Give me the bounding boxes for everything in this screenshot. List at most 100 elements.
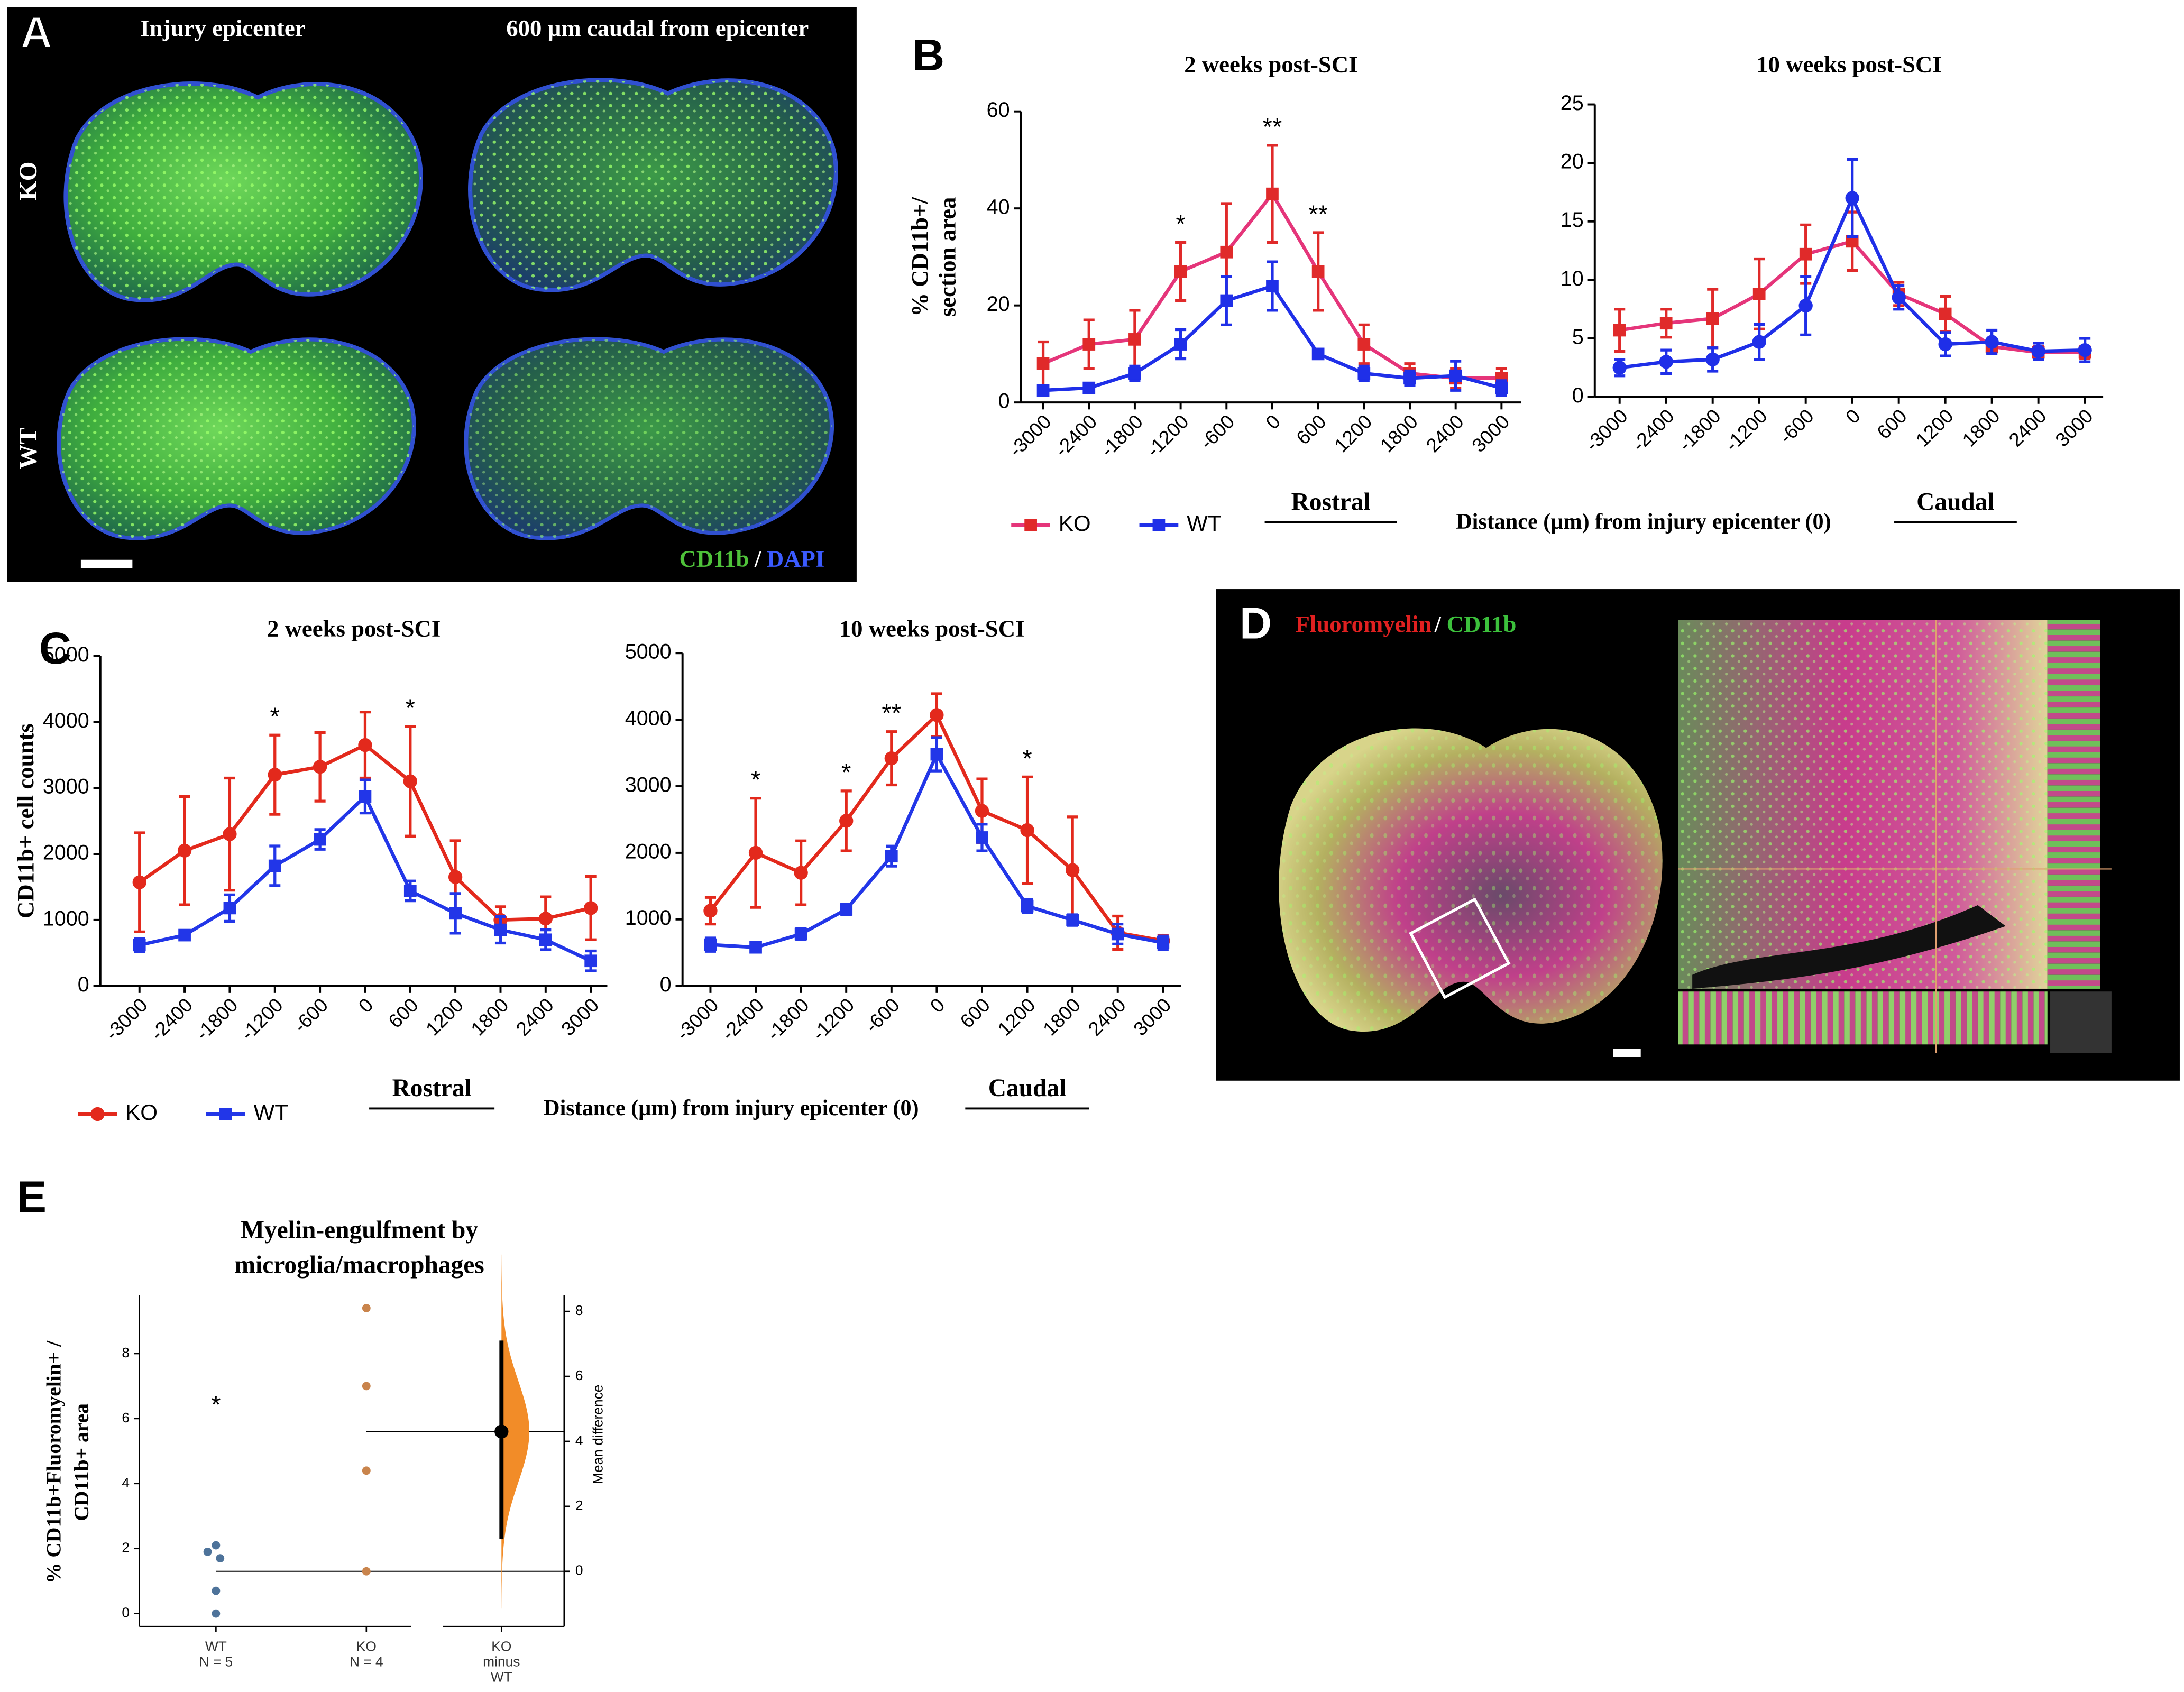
mean-difference (494, 1424, 509, 1439)
marker (1357, 338, 1371, 351)
y-tick-label: 40 (987, 196, 1010, 219)
marker (885, 850, 898, 863)
marker (2031, 344, 2045, 358)
marker (839, 814, 854, 828)
panel-letter: B (912, 30, 944, 80)
marker (448, 870, 463, 884)
y-tick-label: 20 (1561, 150, 1584, 173)
y-tick-label: 5 (1572, 325, 1584, 348)
chart-title: microglia/macrophages (235, 1252, 484, 1279)
y-tick-label: 8 (122, 1345, 130, 1360)
x-tick-label: -1200 (1721, 405, 1772, 456)
x-tick-label: 600 (956, 994, 994, 1032)
x-axis-label: Distance (µm) from injury epicenter (0) (1456, 509, 1831, 534)
panel-letter: E (17, 1172, 47, 1222)
y-tick-label: 2000 (43, 841, 89, 864)
x-tick-label: 600 (1292, 410, 1330, 448)
y-tick-label: 60 (987, 98, 1010, 122)
marker (449, 907, 462, 920)
side-projection (2047, 620, 2100, 989)
marker (1403, 372, 1416, 385)
x-tick-label: 1800 (1376, 410, 1422, 456)
marker (748, 845, 763, 860)
x-tick-label: 1200 (1912, 405, 1958, 451)
stain-name: CD11b (680, 546, 749, 572)
marker (403, 885, 417, 897)
y-tick-label: 20 (987, 292, 1010, 316)
x-tick-label: 1200 (421, 994, 467, 1040)
y-tick-label: 2000 (625, 840, 672, 863)
marker (539, 933, 552, 946)
marker (930, 748, 943, 761)
data-point (212, 1541, 221, 1550)
x-tick-label: -1800 (763, 994, 813, 1045)
marker (930, 708, 944, 722)
data-point (212, 1609, 221, 1618)
x-tick-label: -3000 (1581, 405, 1632, 456)
marker (1705, 352, 1720, 366)
significance: * (751, 766, 760, 794)
y2-tick-label: 2 (575, 1497, 583, 1513)
marker (1985, 335, 1999, 349)
legend-label: WT (1187, 511, 1221, 536)
x-tick-label: 0 (926, 994, 949, 1017)
y-axis-label: % CD11b+/ (906, 197, 933, 316)
chart-title: 2 weeks post-SCI (1184, 51, 1357, 78)
x-tick-label: -1800 (1096, 410, 1147, 461)
marker (223, 902, 236, 915)
y-tick-label: 0 (998, 390, 1010, 413)
marker (976, 831, 988, 844)
marker (1449, 369, 1462, 382)
marker (583, 901, 598, 915)
x-tick-label: -1200 (236, 994, 287, 1045)
y-tick-label: 5000 (625, 640, 672, 664)
x-tick-label: 1200 (994, 994, 1040, 1040)
y-tick-label: 0 (1572, 384, 1584, 407)
x-tick-label: -3000 (1005, 410, 1056, 461)
x-tick-label: 0 (1841, 405, 1864, 428)
x-tick-label: -3000 (672, 994, 723, 1045)
y-tick-label: 1000 (43, 907, 89, 930)
x-tick-label: 2400 (2005, 405, 2051, 451)
column-title: Injury epicenter (141, 15, 306, 41)
marker (1938, 337, 1952, 352)
marker (1266, 280, 1279, 292)
legend-label: WT (253, 1100, 288, 1125)
y2-tick-label: 4 (575, 1432, 583, 1448)
marker (884, 751, 898, 766)
marker (749, 941, 762, 954)
marker (794, 927, 807, 941)
marker (178, 928, 191, 942)
marker (1892, 290, 1906, 305)
y2-tick-label: 0 (575, 1562, 583, 1578)
y2-axis-label: Mean difference (590, 1385, 606, 1484)
significance: ** (1308, 200, 1328, 228)
panel-d: D Fluoromyelin / CD11b (1216, 589, 2180, 1081)
marker (1939, 307, 1952, 320)
marker (1021, 899, 1034, 913)
marker (1220, 294, 1233, 307)
marker (313, 760, 327, 774)
marker (1036, 357, 1050, 370)
y-tick-label: 0 (78, 973, 89, 996)
x-tick-label: WT (205, 1639, 227, 1654)
marker (1311, 347, 1325, 361)
marker (1357, 367, 1371, 380)
x-tick-label: N = 5 (199, 1654, 233, 1670)
stain-legend: Fluoromyelin / CD11b (1296, 611, 1517, 637)
zoom-cells (1678, 620, 2048, 989)
marker (1659, 355, 1673, 369)
x-tick-label: 2400 (512, 994, 558, 1040)
column-title: 600 µm caudal from epicenter (506, 15, 809, 41)
zoom-box (1409, 897, 1511, 999)
significance: * (270, 703, 280, 731)
significance: * (211, 1391, 221, 1419)
x-tick-label: 600 (1873, 405, 1911, 443)
legend-marker (1152, 519, 1166, 531)
stain-separator: / (754, 546, 761, 572)
y-axis-label: % CD11b+Fluoromyelin+ / (42, 1340, 66, 1584)
x-tick-label: -1800 (1674, 405, 1725, 456)
significance: * (1022, 744, 1032, 773)
marker (494, 923, 507, 936)
x-tick-label: -2400 (717, 994, 768, 1045)
